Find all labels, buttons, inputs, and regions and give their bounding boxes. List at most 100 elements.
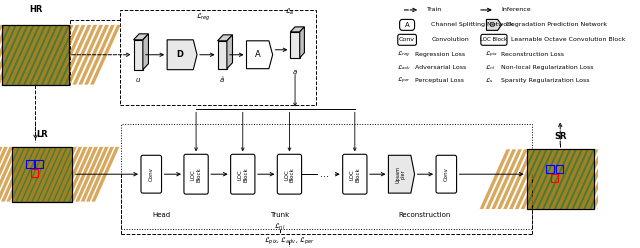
FancyBboxPatch shape: [527, 149, 594, 209]
Polygon shape: [55, 25, 85, 85]
FancyBboxPatch shape: [436, 155, 456, 193]
Text: u: u: [136, 77, 140, 83]
Polygon shape: [72, 25, 103, 85]
Polygon shape: [580, 149, 610, 209]
FancyBboxPatch shape: [12, 147, 72, 202]
Polygon shape: [615, 149, 640, 209]
Polygon shape: [78, 25, 109, 85]
Polygon shape: [485, 149, 516, 209]
Polygon shape: [521, 149, 551, 209]
Text: $\mathcal{L}_{reg}$: $\mathcal{L}_{reg}$: [196, 11, 211, 23]
Text: D: D: [490, 22, 495, 28]
Polygon shape: [0, 147, 19, 202]
Text: LOC
Block: LOC Block: [284, 167, 295, 182]
Polygon shape: [12, 147, 40, 202]
Polygon shape: [86, 147, 114, 202]
Polygon shape: [544, 149, 575, 209]
Polygon shape: [532, 149, 563, 209]
Polygon shape: [0, 25, 27, 85]
Polygon shape: [492, 149, 522, 209]
Text: $\mathcal{L}_{s}$: $\mathcal{L}_{s}$: [484, 76, 493, 85]
Polygon shape: [22, 147, 51, 202]
Text: $\mathcal{L}_{pix}$: $\mathcal{L}_{pix}$: [484, 50, 497, 60]
Polygon shape: [503, 149, 534, 209]
Text: A: A: [404, 22, 410, 28]
Polygon shape: [84, 25, 115, 85]
Text: SR: SR: [554, 132, 566, 141]
Polygon shape: [49, 25, 79, 85]
Polygon shape: [17, 147, 45, 202]
Polygon shape: [497, 149, 528, 209]
Text: Upsam
pler: Upsam pler: [395, 166, 406, 183]
Text: Head: Head: [152, 212, 171, 218]
Polygon shape: [591, 149, 622, 209]
FancyBboxPatch shape: [218, 41, 227, 69]
Polygon shape: [609, 149, 639, 209]
Text: Trunk: Trunk: [271, 212, 290, 218]
Polygon shape: [550, 149, 580, 209]
Text: â: â: [220, 77, 225, 83]
Polygon shape: [92, 147, 119, 202]
FancyBboxPatch shape: [277, 154, 301, 194]
Text: A: A: [255, 50, 260, 59]
FancyBboxPatch shape: [398, 34, 417, 45]
Polygon shape: [60, 147, 88, 202]
Polygon shape: [26, 25, 56, 85]
Text: ...: ...: [321, 169, 330, 179]
Polygon shape: [2, 25, 33, 85]
Polygon shape: [0, 25, 3, 85]
Text: Non-local Regularization Loss: Non-local Regularization Loss: [501, 65, 594, 70]
Polygon shape: [65, 147, 93, 202]
Polygon shape: [49, 147, 77, 202]
Polygon shape: [70, 147, 98, 202]
Text: HR: HR: [29, 5, 42, 14]
Text: Train: Train: [427, 7, 442, 12]
Polygon shape: [31, 25, 62, 85]
Polygon shape: [37, 25, 68, 85]
Text: Degradation Prediction Network: Degradation Prediction Network: [506, 22, 607, 27]
Polygon shape: [218, 35, 232, 41]
Text: Channel Splitting Network: Channel Splitting Network: [431, 22, 514, 27]
Polygon shape: [167, 40, 197, 70]
Text: LR: LR: [36, 130, 48, 139]
Text: Adversarial Loss: Adversarial Loss: [415, 65, 466, 70]
Text: $\mathcal{L}_{per}$: $\mathcal{L}_{per}$: [397, 76, 411, 86]
Polygon shape: [0, 147, 13, 202]
Polygon shape: [0, 25, 15, 85]
Polygon shape: [67, 25, 97, 85]
Text: Sparsity Regularization Loss: Sparsity Regularization Loss: [501, 78, 590, 83]
Polygon shape: [300, 27, 305, 58]
Text: Perceptual Loss: Perceptual Loss: [415, 78, 463, 83]
Polygon shape: [61, 25, 92, 85]
Text: Reconstruction: Reconstruction: [399, 212, 451, 218]
Polygon shape: [81, 147, 109, 202]
FancyBboxPatch shape: [342, 154, 367, 194]
Polygon shape: [90, 25, 121, 85]
Text: Inference: Inference: [501, 7, 531, 12]
FancyBboxPatch shape: [184, 154, 208, 194]
Text: Conv: Conv: [399, 37, 415, 42]
Polygon shape: [28, 147, 56, 202]
Polygon shape: [291, 27, 305, 32]
Polygon shape: [0, 25, 9, 85]
FancyBboxPatch shape: [230, 154, 255, 194]
Text: $\mathcal{L}_{nl}$: $\mathcal{L}_{nl}$: [275, 222, 286, 232]
Polygon shape: [486, 19, 501, 30]
Polygon shape: [0, 147, 8, 202]
Polygon shape: [573, 149, 604, 209]
Text: Learnable Octave Convolution Block: Learnable Octave Convolution Block: [511, 37, 625, 42]
Polygon shape: [143, 34, 148, 70]
Polygon shape: [76, 147, 104, 202]
Polygon shape: [597, 149, 628, 209]
Polygon shape: [556, 149, 587, 209]
Text: Reconstruction Loss: Reconstruction Loss: [501, 52, 564, 57]
Polygon shape: [515, 149, 545, 209]
Text: Convolution: Convolution: [431, 37, 469, 42]
Text: $\mathcal{L}_{a}$: $\mathcal{L}_{a}$: [285, 7, 294, 17]
Polygon shape: [0, 147, 3, 202]
Polygon shape: [13, 25, 44, 85]
Polygon shape: [246, 41, 273, 69]
FancyBboxPatch shape: [399, 19, 415, 30]
Polygon shape: [54, 147, 82, 202]
FancyBboxPatch shape: [291, 32, 300, 58]
